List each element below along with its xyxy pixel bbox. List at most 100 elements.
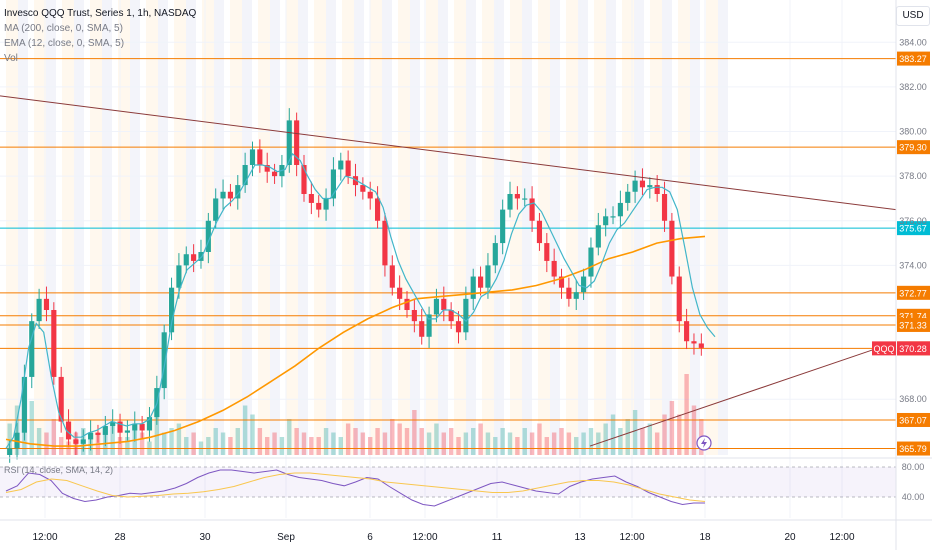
- price-tick-label: 380.00: [899, 127, 927, 137]
- candle-body: [323, 198, 329, 210]
- indicator-ma-label[interactable]: MA (200, close, 0, SMA, 5): [4, 23, 123, 34]
- candle-body: [345, 160, 351, 177]
- volume-bar: [662, 414, 667, 455]
- volume-bar: [7, 423, 12, 455]
- lightning-glyph: [701, 438, 707, 448]
- candle-body: [117, 421, 123, 433]
- candle-body: [286, 120, 292, 165]
- session-background: [6, 0, 728, 455]
- premarket-stripe: [90, 0, 102, 455]
- time-tick-label: 20: [784, 532, 796, 543]
- volume-bar: [618, 428, 623, 455]
- afterhours-stripe: [634, 0, 644, 455]
- volume-bar: [51, 419, 57, 455]
- afterhours-stripe: [186, 0, 196, 455]
- rsi-tick-label: 40.00: [902, 492, 925, 502]
- candle-body: [382, 220, 388, 266]
- currency-button[interactable]: USD: [896, 6, 930, 26]
- candle-body: [168, 287, 175, 333]
- volume-bar: [529, 432, 535, 455]
- volume-bar: [463, 432, 469, 455]
- candle-body: [684, 321, 690, 342]
- afterhours-stripe: [102, 0, 112, 455]
- volume-bar: [434, 423, 439, 455]
- candle-body: [507, 194, 513, 210]
- indicator-vol-label[interactable]: Vol: [4, 53, 18, 64]
- volume-bar: [647, 423, 653, 455]
- volume-bar: [640, 428, 645, 455]
- price-tick-label: 384.00: [899, 37, 927, 47]
- time-tick-label: 12:00: [412, 532, 437, 543]
- volume-bar: [412, 410, 417, 455]
- afterhours-stripe: [578, 0, 588, 455]
- volume-bar: [404, 428, 410, 455]
- candle-body: [426, 314, 432, 337]
- candle-body: [176, 265, 182, 288]
- level-price-label: 383.27: [899, 54, 927, 64]
- candle-body: [411, 310, 417, 322]
- premarket-stripe: [118, 0, 130, 455]
- candle-body: [51, 310, 57, 377]
- time-tick-label: 30: [199, 532, 211, 543]
- level-price-label: 365.79: [899, 444, 927, 454]
- afterhours-stripe: [18, 0, 28, 455]
- candle-body: [95, 432, 101, 435]
- volume-bar: [588, 428, 594, 455]
- volume-bar: [272, 432, 277, 455]
- premarket-stripe: [566, 0, 578, 455]
- volume-bar: [161, 432, 167, 455]
- premarket-stripe: [454, 0, 466, 455]
- volume-bar: [191, 432, 196, 455]
- candle-body: [455, 321, 462, 333]
- price-tick-label: 382.00: [899, 82, 927, 92]
- time-tick-label: 11: [492, 532, 503, 543]
- volume-bar: [537, 423, 542, 455]
- horizontal-levels[interactable]: [0, 58, 896, 450]
- candle-body: [183, 254, 189, 266]
- candle-body: [419, 321, 425, 337]
- time-tick-label: Sep: [277, 532, 295, 543]
- premarket-stripe: [230, 0, 242, 455]
- symbol-title[interactable]: Invesco QQQ Trust, Series 1, 1h, NASDAQ: [4, 8, 197, 19]
- candle-body: [478, 276, 484, 288]
- rsi-pane[interactable]: [0, 457, 932, 507]
- candle-body: [146, 417, 153, 431]
- candle-body: [301, 165, 307, 194]
- candle-body: [632, 180, 638, 192]
- premarket-stripe: [62, 0, 74, 455]
- volume-bar: [279, 437, 285, 455]
- trendlines[interactable]: [0, 95, 897, 451]
- candle-body: [588, 247, 594, 277]
- premarket-stripe: [146, 0, 158, 455]
- volume-bar: [448, 428, 454, 455]
- volume-bar: [471, 428, 476, 455]
- volume-bar: [345, 423, 351, 455]
- afterhours-stripe: [298, 0, 308, 455]
- candle-body: [110, 421, 116, 426]
- volume-bar: [441, 432, 447, 455]
- level-price-tag: [897, 140, 930, 155]
- volume-bar: [419, 428, 424, 455]
- rsi-label[interactable]: RSI (14, close, SMA, 14, 2): [4, 465, 114, 475]
- last-price-tag: [897, 341, 930, 356]
- candle-body: [58, 376, 64, 422]
- candle-body: [581, 276, 587, 293]
- candle-body: [294, 120, 300, 165]
- candle-body: [80, 439, 86, 444]
- candle-body: [522, 198, 528, 200]
- time-tick-label: 18: [699, 532, 711, 543]
- candle-body: [352, 176, 359, 186]
- time-axis[interactable]: 12:00 28 30 Sep 6 12:00 11 13 12:00 18 20 12:00: [0, 519, 932, 543]
- afterhours-stripe: [326, 0, 336, 455]
- premarket-stripe: [34, 0, 46, 455]
- indicator-ema-label[interactable]: EMA (12, close, 0, SMA, 5): [4, 38, 125, 49]
- volume-bar: [610, 414, 616, 455]
- candle-body: [249, 149, 256, 165]
- volume-bar: [117, 437, 123, 455]
- ema12-line: [5, 152, 716, 449]
- level-price-label: 367.07: [899, 415, 927, 425]
- level-price-label: 371.33: [899, 320, 927, 330]
